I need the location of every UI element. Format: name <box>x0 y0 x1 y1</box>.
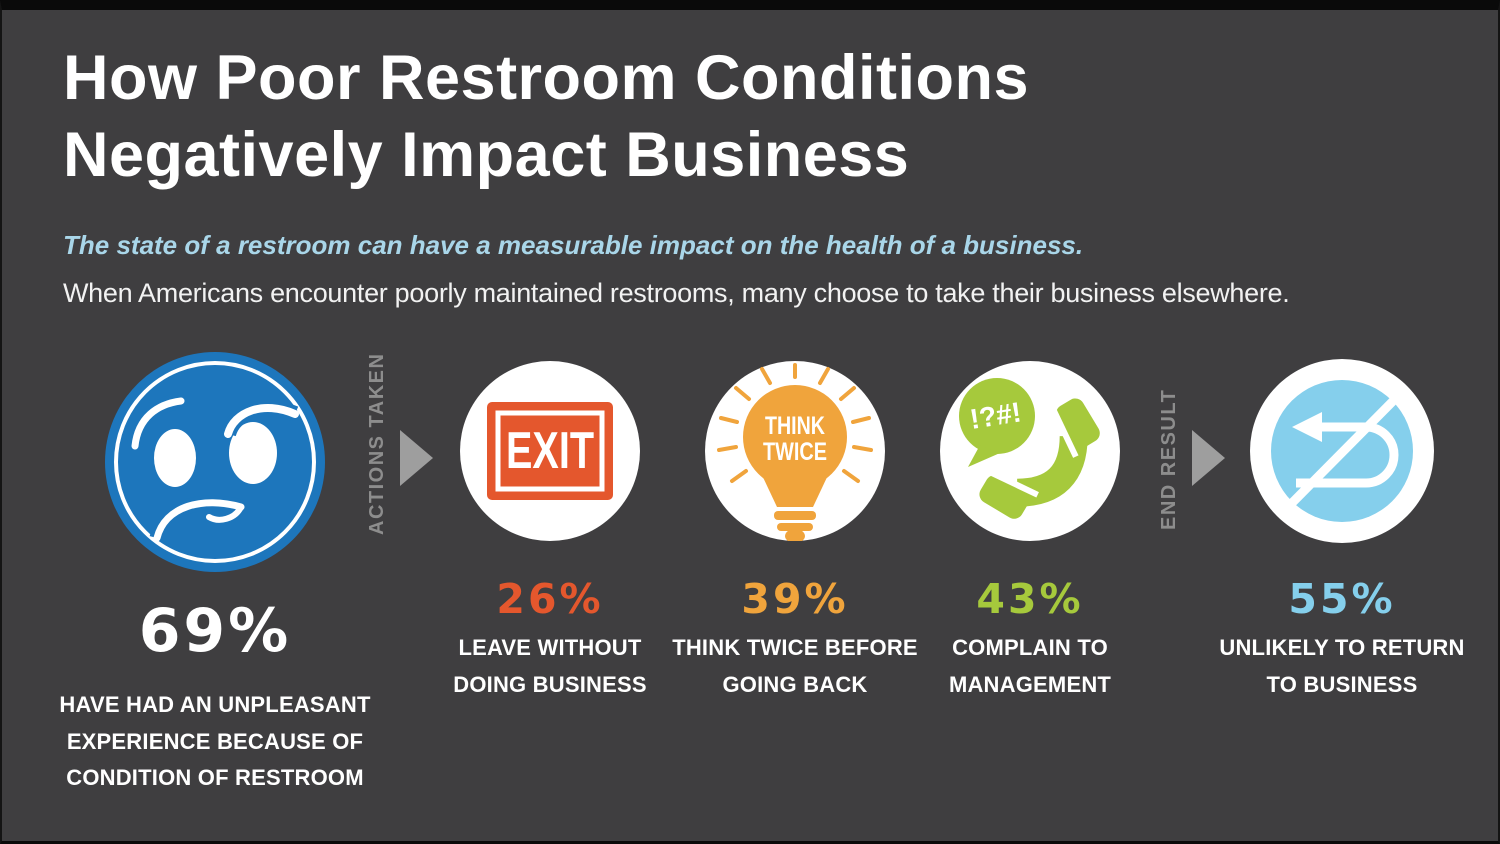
right-arrow-icon <box>1192 430 1225 486</box>
stat-caption: THINK TWICE BEFORE GOING BACK <box>672 635 918 697</box>
stat-unpleasant-experience: 69% HAVE HAD AN UNPLEASANT EXPERIENCE BE… <box>50 352 380 797</box>
stat-caption: COMPLAIN TO MANAGEMENT <box>948 635 1112 697</box>
page-title: How Poor Restroom Conditions Negatively … <box>63 40 1029 194</box>
stat-percent: 69% <box>138 596 292 666</box>
page-title-line2: Negatively Impact Business <box>63 120 910 190</box>
phone-icon: !?#! <box>940 361 1120 541</box>
stat-leave-without-business: EXIT 26% LEAVE WITHOUT DOING BUSINESS <box>430 361 670 703</box>
svg-text:THINK: THINK <box>765 412 825 440</box>
exit-sign-icon: EXIT <box>460 361 640 541</box>
lightbulb-icon: THINK TWICE <box>705 361 885 541</box>
stat-caption: UNLIKELY TO RETURN TO BUSINESS <box>1219 635 1465 697</box>
page-title-line1: How Poor Restroom Conditions <box>63 43 1029 113</box>
stat-percent: 43% <box>976 575 1084 623</box>
stat-percent: 39% <box>741 575 849 623</box>
stat-caption: LEAVE WITHOUT DOING BUSINESS <box>453 635 647 697</box>
stat-caption: HAVE HAD AN UNPLEASANT EXPERIENCE BECAUS… <box>59 692 371 790</box>
end-result-label: END RESULT <box>1158 388 1180 530</box>
stat-think-twice: THINK TWICE 39% THINK TWICE BEFORE GOING… <box>665 361 925 703</box>
subtitle: The state of a restroom can have a measu… <box>63 230 1084 260</box>
no-return-arrow-icon <box>1249 358 1435 544</box>
svg-text:EXIT: EXIT <box>506 422 594 480</box>
right-arrow-icon <box>400 430 433 486</box>
sad-face-icon <box>105 352 325 572</box>
stat-percent: 26% <box>496 575 604 623</box>
svg-text:TWICE: TWICE <box>763 438 827 466</box>
lede-text: When Americans encounter poorly maintain… <box>63 278 1290 308</box>
stat-complain: !?#! 43% COMPLAIN TO MANAGEMENT <box>910 361 1150 703</box>
stat-no-return: 55% UNLIKELY TO RETURN TO BUSINESS <box>1202 358 1482 703</box>
stat-percent: 55% <box>1288 575 1396 623</box>
actions-taken-label: ACTIONS TAKEN <box>366 352 388 535</box>
